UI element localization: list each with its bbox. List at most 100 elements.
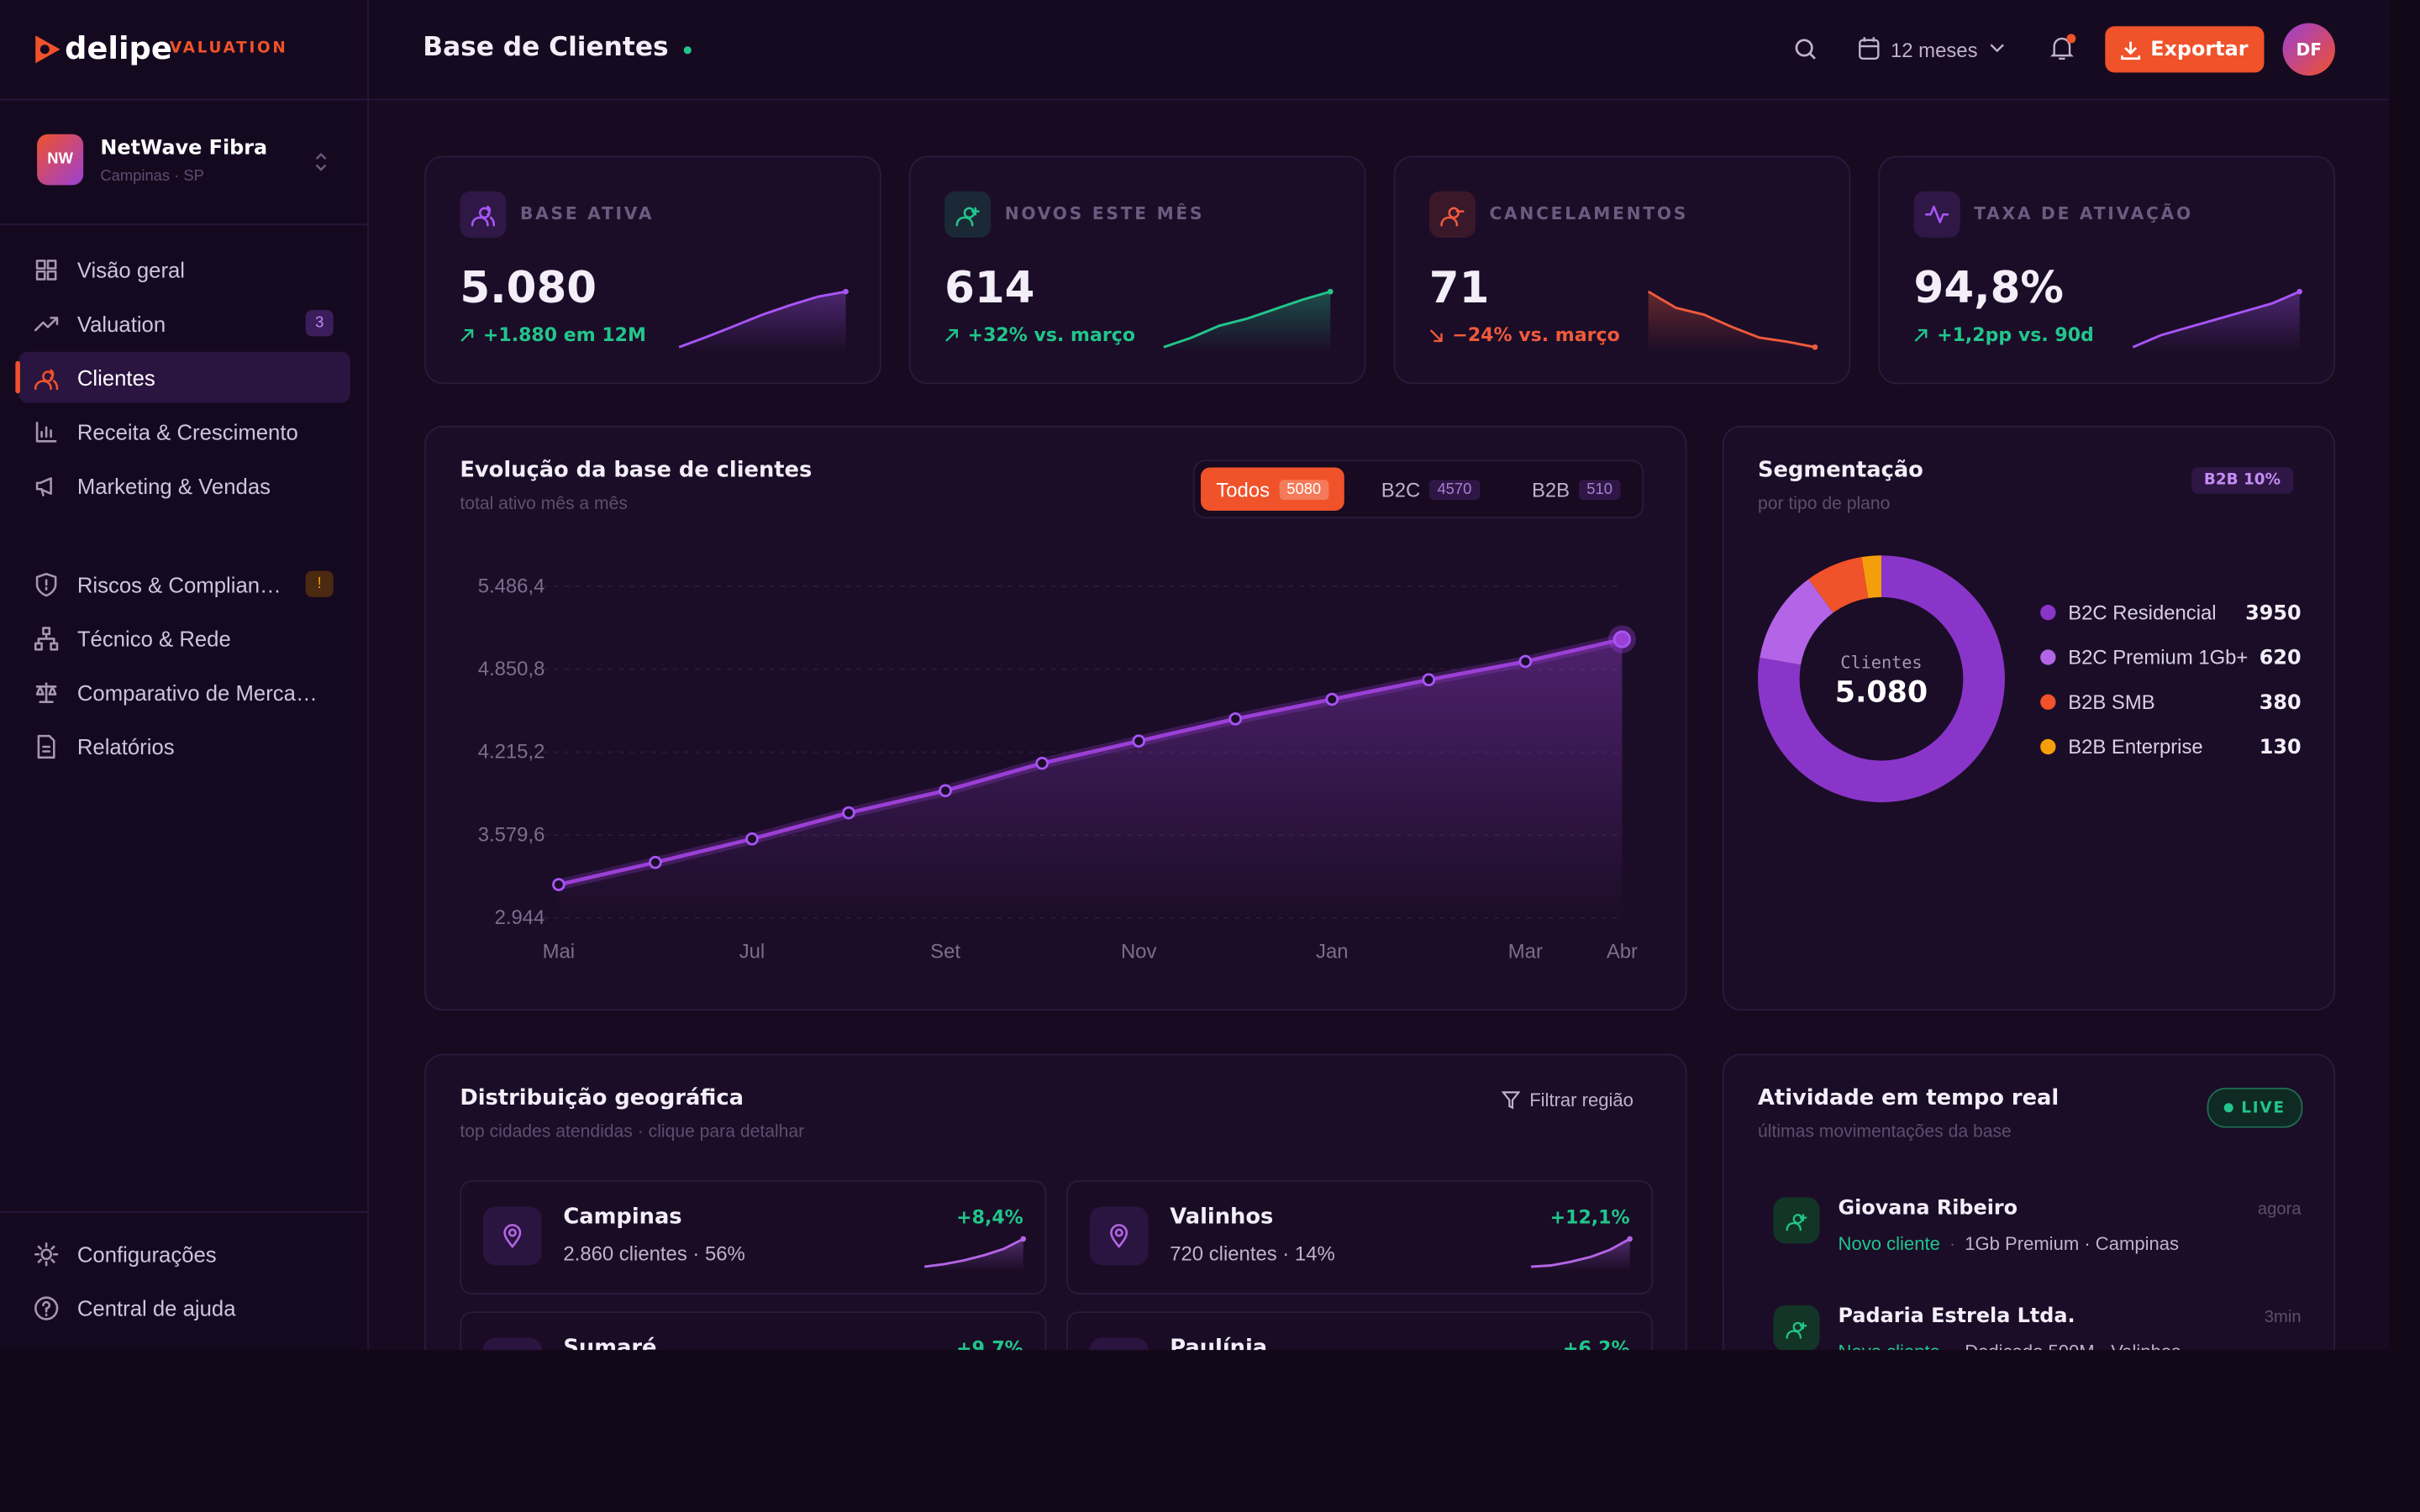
- kpi-delta-text: −24% vs. março: [1452, 323, 1620, 346]
- kpi-value: 71: [1428, 262, 1490, 313]
- nav-label: Configurações: [76, 1241, 217, 1267]
- city-card[interactable]: Campinas 2.860 clientes · 56% +8,4%: [460, 1180, 1047, 1295]
- x-tick-label: Abr: [1607, 941, 1638, 963]
- point: [1035, 756, 1049, 770]
- icon: [955, 207, 980, 227]
- segment-tab[interactable]: B2B 510: [1517, 468, 1636, 511]
- segment-tab[interactable]: Todos 5080: [1200, 467, 1344, 511]
- sparkline: [1163, 288, 1334, 352]
- city-card[interactable]: Paulínia +6,2%: [1066, 1311, 1654, 1351]
- icon-path: [35, 572, 57, 596]
- donut-chart: B2C Residencial 3950 B2C Premium 1Gb+ 620 B2…: [1758, 555, 2302, 803]
- trend-arrow: [1429, 328, 1443, 342]
- sparkline: [924, 1236, 1027, 1272]
- nav-label: Clientes: [76, 365, 155, 390]
- chart-title: Evolução da base de clientes: [460, 458, 813, 483]
- activity-detail: 1Gb Premium · Campinas: [1965, 1232, 2180, 1255]
- filter-button[interactable]: Filtrar região: [1529, 1089, 1634, 1111]
- nav-item[interactable]: Marketing & Vendas: [18, 459, 350, 511]
- point: [842, 806, 855, 820]
- sparkline: [1647, 290, 1818, 352]
- city-name: Campinas: [563, 1205, 682, 1230]
- x-tick-label: Jan: [1316, 941, 1348, 963]
- sparkline-line: [2132, 290, 2301, 349]
- icon: [35, 476, 52, 496]
- icon-path: [955, 207, 980, 227]
- activity-detail: Dedicado 500M · Valinhos: [1965, 1341, 2181, 1350]
- activity-line: Novo cliente · Dedicado 500M · Valinhos: [1839, 1341, 2181, 1350]
- sparkline: [678, 288, 849, 352]
- sparkline-area: [1648, 291, 1815, 352]
- point: [1325, 692, 1339, 706]
- nav-item[interactable]: Central de ajuda: [18, 1282, 350, 1333]
- period-chevron[interactable]: [1990, 43, 2005, 54]
- icon: [34, 316, 59, 331]
- export-button[interactable]: Exportar: [2105, 26, 2265, 73]
- nav-label: Valuation: [76, 311, 166, 336]
- workspace-avatar[interactable]: NW: [37, 134, 84, 186]
- x-tick-label: Jul: [739, 941, 765, 963]
- line-chart-card: Evolução da base de clientes total ativo…: [424, 425, 1687, 1011]
- period-select[interactable]: 12 meses: [1890, 38, 1978, 62]
- nav-item[interactable]: Clientes: [15, 351, 350, 403]
- city-detail: 2.860 clientes · 56%: [563, 1242, 745, 1266]
- kpi-icon: [1913, 191, 1960, 238]
- x-tick-label: Mar: [1508, 941, 1543, 963]
- nav-item[interactable]: Riscos & Complian…!: [18, 559, 350, 610]
- city-card[interactable]: Valinhos 720 clientes · 14% +12,1%: [1066, 1180, 1654, 1295]
- kpi-label: CANCELAMENTOS: [1489, 203, 1689, 224]
- nav-item[interactable]: Relatórios: [18, 721, 350, 772]
- x-tick-label: Nov: [1121, 941, 1156, 963]
- activity-type: Novo cliente: [1838, 1232, 1940, 1255]
- activity-line: Novo cliente · 1Gb Premium · Campinas: [1839, 1233, 2179, 1255]
- chart-subtitle: por tipo de plano: [1758, 495, 1891, 514]
- geo-subtitle: top cidades atendidas · clique para deta…: [460, 1123, 805, 1142]
- x-tick-label: Mai: [543, 941, 575, 963]
- icon-path: [1440, 207, 1465, 227]
- donut-slice: [1861, 555, 1881, 599]
- nav-item[interactable]: Configurações: [18, 1228, 350, 1279]
- activity-time: agora: [2257, 1200, 2302, 1220]
- legend-label: B2C Residencial: [2068, 601, 2216, 624]
- sparkline-line: [1163, 290, 1331, 349]
- activity-item: Padaria Estrela Ltda. 3min Novo cliente · De…: [1758, 1290, 2302, 1351]
- segment-tab[interactable]: B2C 4570: [1365, 468, 1494, 511]
- notifications-button[interactable]: [2048, 34, 2076, 61]
- workspace-switch[interactable]: [313, 151, 329, 173]
- nav-item[interactable]: Visão geral: [18, 244, 350, 295]
- city-name: Sumaré: [563, 1336, 657, 1351]
- point: [1132, 734, 1145, 748]
- sparkline-area: [1531, 1238, 1630, 1272]
- nav-label: Relatórios: [76, 733, 175, 759]
- arrow-path: [460, 328, 474, 341]
- kpi-label: NOVOS ESTE MÊS: [1004, 203, 1205, 224]
- workspace-name[interactable]: NetWave Fibra: [100, 137, 268, 161]
- legend-value: 130: [2260, 735, 2302, 759]
- icon-path: [34, 1295, 59, 1320]
- brand-tag: VALUATION: [170, 39, 288, 57]
- nav-badge: !: [305, 570, 334, 597]
- nav-item[interactable]: Comparativo de Merca…: [18, 666, 350, 717]
- kpi-value: 614: [944, 262, 1035, 313]
- nav-label: Marketing & Vendas: [76, 472, 271, 498]
- arrow-path: [945, 328, 958, 341]
- kpi-delta: +1,2pp vs. 90d: [1914, 324, 2094, 345]
- donut-slice: [1808, 557, 1869, 613]
- icon-path: [35, 476, 52, 496]
- search-button[interactable]: [1793, 37, 1818, 61]
- trend-arrow: [945, 328, 958, 341]
- city-card[interactable]: Sumaré +9,7%: [460, 1311, 1047, 1351]
- nav-item[interactable]: Receita & Crescimento: [18, 406, 350, 457]
- nav-label: Comparativo de Merca…: [76, 680, 318, 705]
- city-detail: 720 clientes · 14%: [1170, 1242, 1335, 1266]
- city-delta: +6,2%: [1562, 1337, 1630, 1351]
- user-avatar[interactable]: DF: [2282, 23, 2335, 76]
- app: delipe VALUATION NW NetWave Fibra Campin…: [0, 0, 2390, 1351]
- tab-label: B2B: [1531, 477, 1570, 501]
- nav-item[interactable]: Valuation 3: [18, 297, 350, 349]
- kpi-value: 5.080: [460, 262, 597, 313]
- sparkline-end: [1327, 288, 1334, 295]
- nav-item[interactable]: Técnico & Rede: [18, 612, 350, 664]
